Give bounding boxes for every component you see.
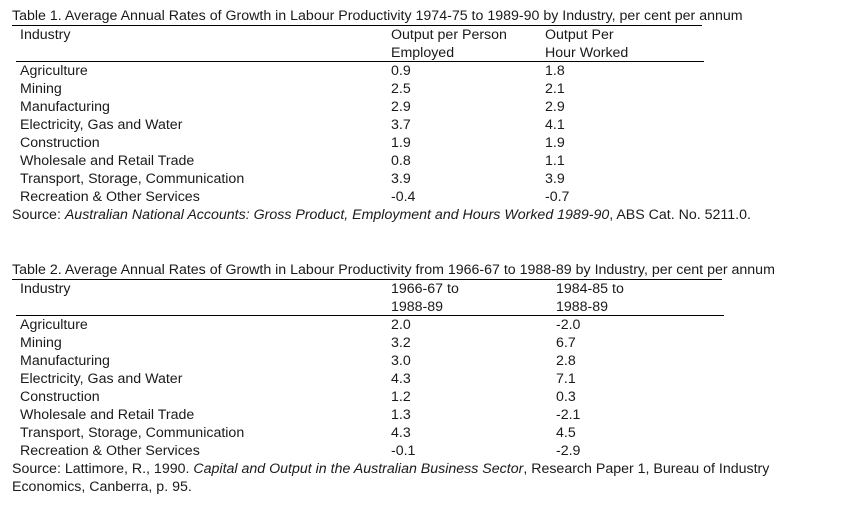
table1-row-industry: Agriculture: [20, 63, 88, 79]
table2-row-value-col2: -2.9: [556, 443, 581, 459]
table2-row-value-col1: 1.3: [391, 407, 411, 423]
table1-row-value-col1: 3.9: [391, 171, 411, 187]
table2-row-value-col1: 1.2: [391, 389, 411, 405]
table1-row-value-col2: 1.8: [545, 63, 565, 79]
table2-row-value-col2: 4.5: [556, 425, 576, 441]
table1-header-col1-line2: Employed: [391, 45, 455, 61]
table1-row-industry: Manufacturing: [20, 99, 110, 115]
table2-row-value-col1: 2.0: [391, 317, 411, 333]
table2-header-col2-line1: 1984-85 to: [556, 281, 624, 297]
table2-row-industry: Transport, Storage, Communication: [20, 425, 245, 441]
table1-row-industry: Electricity, Gas and Water: [20, 117, 183, 133]
table1-source-title: Australian National Accounts: Gross Prod…: [64, 207, 610, 223]
table2-row-value-col2: 6.7: [556, 335, 576, 351]
table1-header-industry: Industry: [20, 27, 71, 43]
table1-row-value-col1: 1.9: [391, 135, 411, 151]
table1-caption-underline: [12, 25, 702, 26]
table1-row-industry: Mining: [20, 81, 62, 97]
table2-row-industry: Mining: [20, 335, 62, 351]
table2-row-value-col1: 3.2: [391, 335, 411, 351]
table2-caption: Table 2. Average Annual Rates of Growth …: [12, 262, 775, 278]
table1-row-value-col1: -0.4: [391, 189, 416, 205]
table2-row-industry: Wholesale and Retail Trade: [20, 407, 195, 423]
table2-row-value-col2: 0.3: [556, 389, 576, 405]
table2-row-value-col2: -2.0: [556, 317, 581, 333]
table1-row-value-col2: 2.1: [545, 81, 565, 97]
table2-row-value-col1: 4.3: [391, 425, 411, 441]
table2-row-industry: Recreation & Other Services: [20, 443, 200, 459]
table2-row-value-col2: -2.1: [556, 407, 581, 423]
table2-row-value-col1: 4.3: [391, 371, 411, 387]
table2-source-prefix: Source: Lattimore, R., 1990.: [12, 461, 194, 477]
table1-row-industry: Recreation & Other Services: [20, 189, 200, 205]
table1-row-value-col1: 0.8: [391, 153, 411, 169]
table1-row-value-col1: 3.7: [391, 117, 411, 133]
table1-header-rule: [16, 61, 704, 62]
table2-row-value-col1: 3.0: [391, 353, 411, 369]
table1-row-value-col2: 1.9: [545, 135, 565, 151]
table2-row-industry: Manufacturing: [20, 353, 110, 369]
table2-row-industry: Electricity, Gas and Water: [20, 371, 183, 387]
table1-row-value-col1: 2.9: [391, 99, 411, 115]
table1-header-col2-line1: Output Per: [545, 27, 614, 43]
table1-source-prefix: Source:: [12, 207, 65, 223]
table1-source-suffix: , ABS Cat. No. 5211.0.: [609, 207, 751, 223]
table1-header-col2-line2: Hour Worked: [545, 45, 629, 61]
table2-header-col2-line2: 1988-89: [556, 299, 609, 315]
table1-row-industry: Wholesale and Retail Trade: [20, 153, 195, 169]
table2-header-industry: Industry: [20, 281, 71, 297]
table1-header-col1-line1: Output per Person: [391, 27, 507, 43]
table1-row-value-col2: 3.9: [545, 171, 565, 187]
table2-row-industry: Construction: [20, 389, 100, 405]
table1-row-value-col2: 1.1: [545, 153, 565, 169]
table2-row-value-col1: -0.1: [391, 443, 416, 459]
table2-header-rule: [16, 315, 724, 316]
table1-row-value-col2: -0.7: [545, 189, 570, 205]
table2-header-col1-line2: 1988-89: [391, 299, 444, 315]
table1-row-value-col2: 2.9: [545, 99, 565, 115]
table1-row-value-col2: 4.1: [545, 117, 565, 133]
table2-caption-underline: [12, 279, 722, 280]
table1-row-value-col1: 0.9: [391, 63, 411, 79]
table1-row-industry: Construction: [20, 135, 100, 151]
table2-row-value-col2: 2.8: [556, 353, 576, 369]
table2-source-title: Capital and Output in the Australian Bus…: [193, 461, 524, 477]
table1-row-value-col1: 2.5: [391, 81, 411, 97]
table1-row-industry: Transport, Storage, Communication: [20, 171, 245, 187]
table1-source: Source: Australian National Accounts: Gr…: [12, 206, 751, 224]
table1-caption: Table 1. Average Annual Rates of Growth …: [12, 8, 743, 24]
table2-row-value-col2: 7.1: [556, 371, 576, 387]
table2-source: Source: Lattimore, R., 1990. Capital and…: [12, 460, 769, 478]
table2-row-industry: Agriculture: [20, 317, 88, 333]
table2-header-col1-line1: 1966-67 to: [391, 281, 459, 297]
table2-source-suffix: , Research Paper 1, Bureau of Industry: [523, 461, 770, 477]
table2-source-line2: Economics, Canberra, p. 95.: [12, 479, 192, 495]
